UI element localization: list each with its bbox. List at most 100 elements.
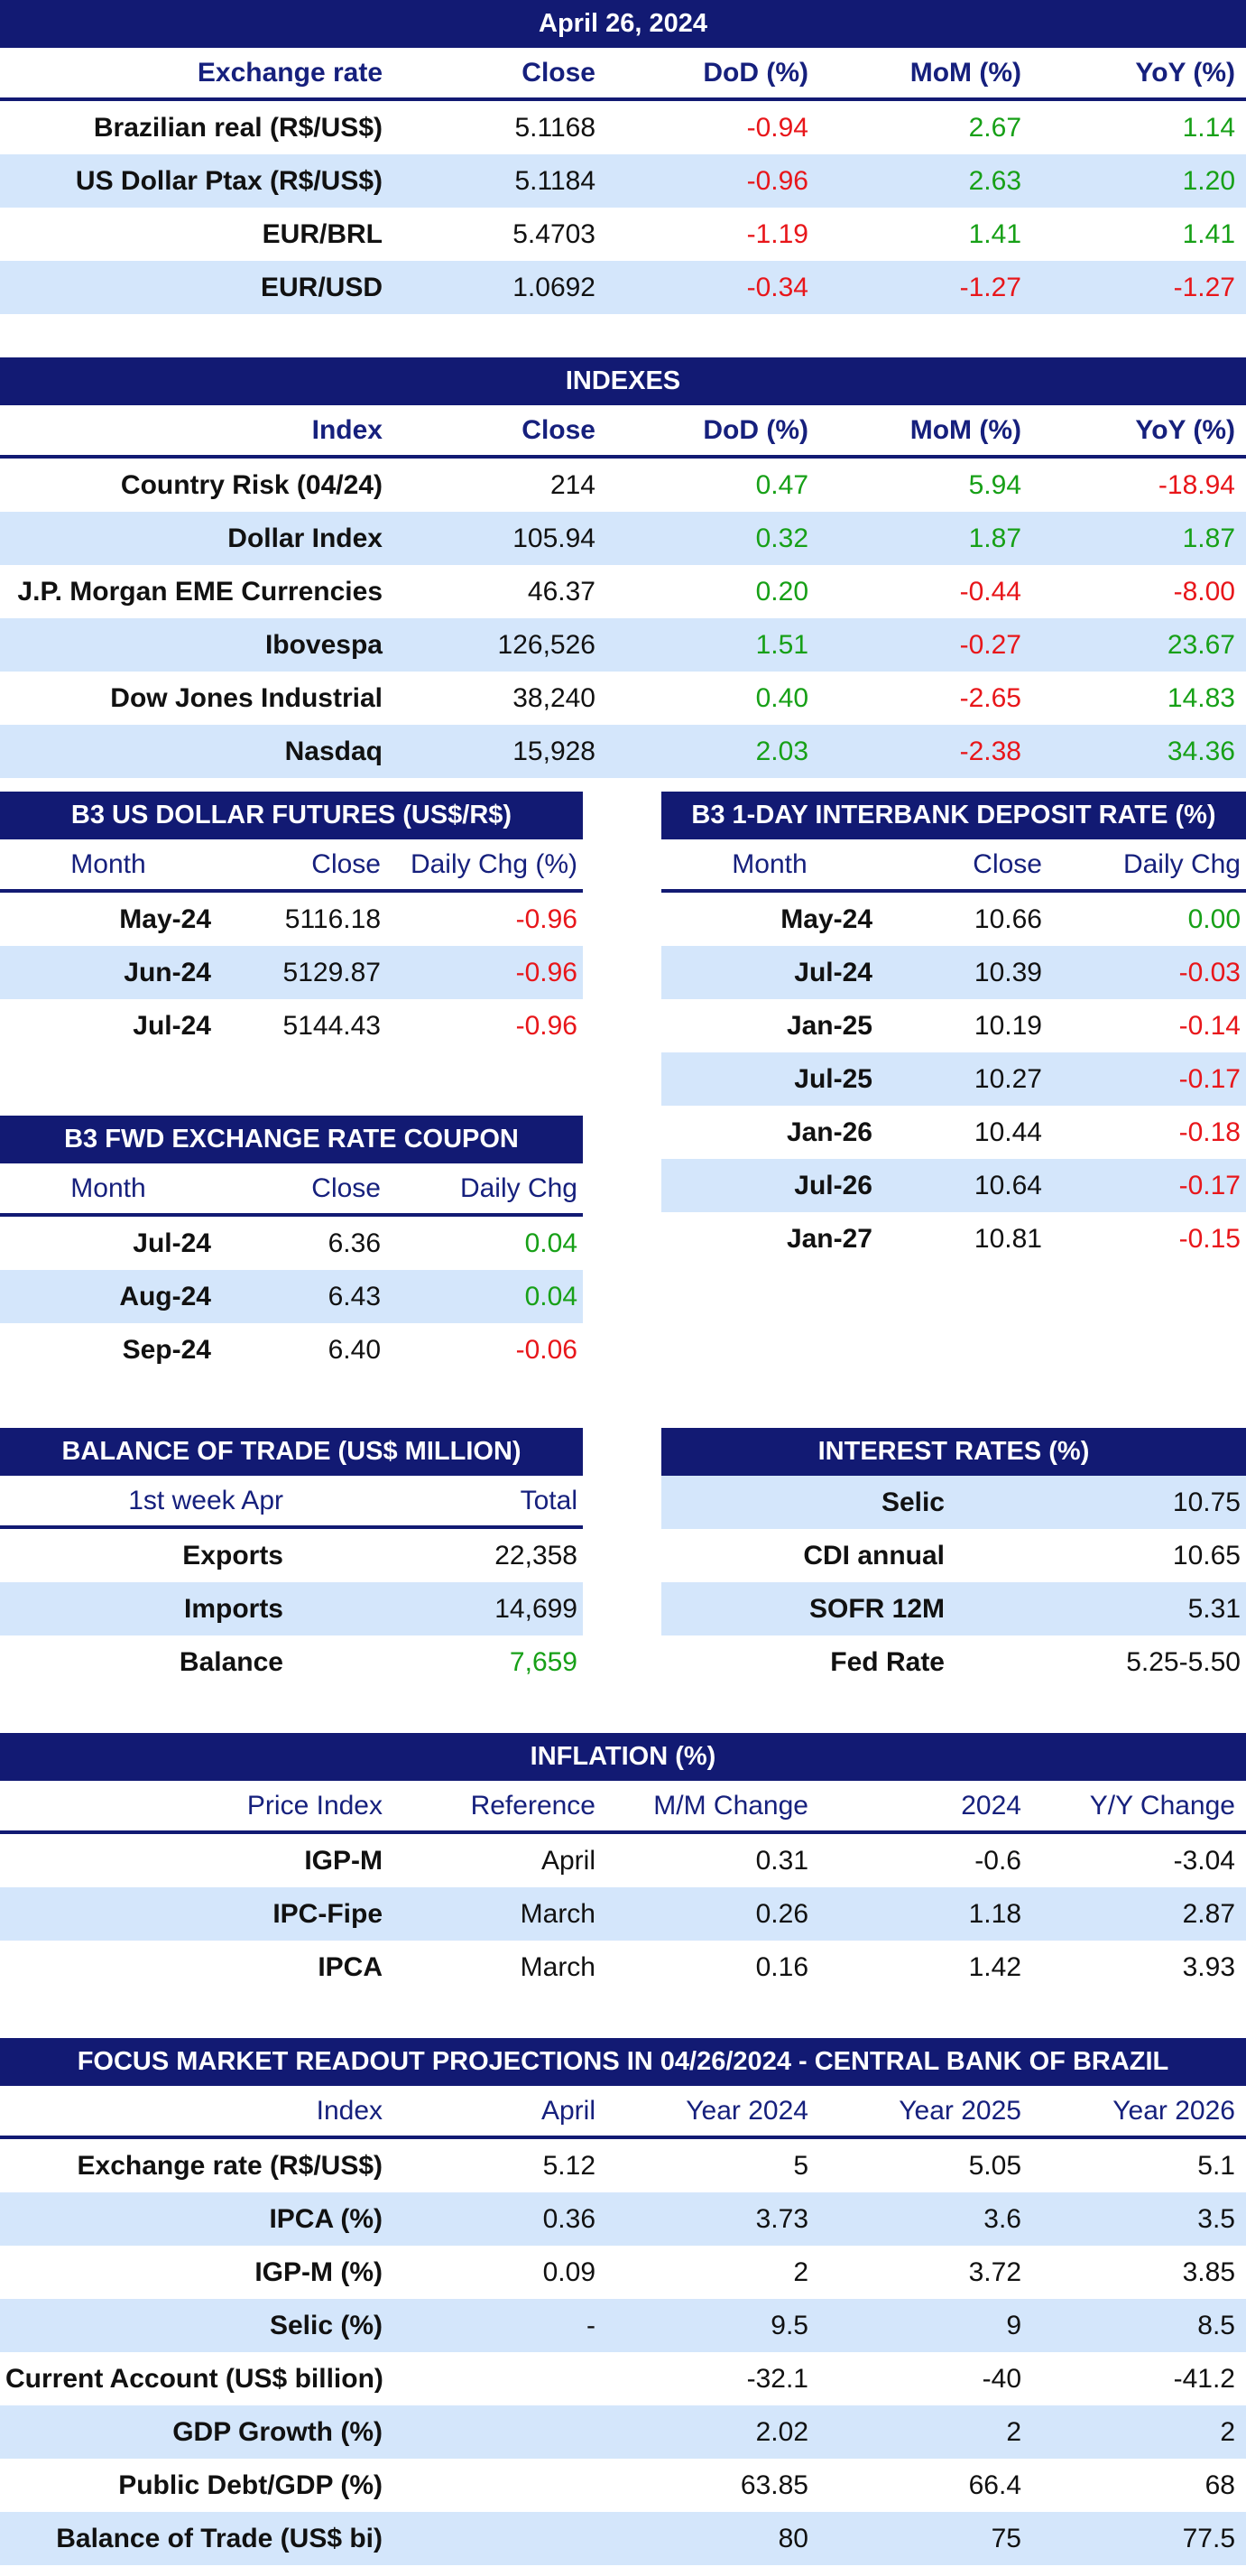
col-header-daily-chg: Daily Chg (%) [410, 848, 577, 879]
april-value: 5.12 [542, 2150, 595, 2181]
yoy-value: 1.41 [1182, 218, 1235, 249]
row-label: EUR/BRL [262, 218, 383, 249]
col-header-dod: DoD (%) [703, 57, 808, 88]
col-header-mom: MoM (%) [909, 414, 1021, 445]
table-row: Selic (%) - 9.5 9 8.5 [0, 2299, 1246, 2352]
dod-value: 2.03 [755, 736, 808, 766]
table-row: Fed Rate 5.25-5.50 [661, 1635, 1246, 1689]
di-rate-header-row: Month Close Daily Chg [661, 839, 1246, 893]
col-header-close: Close [521, 414, 595, 445]
table-row: Dollar Index 105.94 0.32 1.87 1.87 [0, 512, 1246, 565]
row-label: Brazilian real (R$/US$) [93, 112, 383, 143]
row-label: Ibovespa [264, 629, 383, 660]
table-row: Imports 14,699 [0, 1582, 583, 1635]
close-value: 5116.18 [284, 903, 381, 934]
daily-chg-value: 0.00 [1187, 903, 1241, 934]
year-2024-value: 1.18 [968, 1898, 1021, 1929]
table-row: Exchange rate (R$/US$) 5.12 5 5.05 5.1 [0, 2139, 1246, 2192]
total-value: 7,659 [509, 1646, 577, 1677]
mm-change-value: 0.16 [755, 1951, 808, 1982]
col-header-yoy: YoY (%) [1135, 57, 1235, 88]
exchange-rate-title: April 26, 2024 [0, 0, 1246, 48]
row-label: Nasdaq [284, 736, 383, 766]
col-header-total: Total [520, 1485, 577, 1515]
close-value: 214 [549, 469, 595, 500]
yoy-value: 23.67 [1167, 629, 1235, 660]
year-2024-value: 2 [793, 2256, 808, 2287]
year-2026-value: 68 [1204, 2469, 1235, 2500]
mom-value: 5.94 [968, 469, 1021, 500]
dod-value: -0.96 [746, 165, 808, 196]
close-value: 10.19 [974, 1010, 1042, 1041]
row-label: Imports [183, 1593, 283, 1624]
table-row: Jul-26 10.64 -0.17 [661, 1159, 1246, 1212]
daily-chg-value: -0.17 [1178, 1063, 1241, 1094]
month-label: Aug-24 [119, 1281, 211, 1311]
year-2024-value: 2.02 [755, 2416, 808, 2447]
year-2024-value: 5 [793, 2150, 808, 2181]
rate-value: 5.25-5.50 [1126, 1646, 1241, 1677]
reference-value: April [540, 1845, 595, 1876]
year-2026-value: 77.5 [1182, 2523, 1235, 2553]
row-label: Public Debt/GDP (%) [118, 2469, 383, 2500]
rate-value: 5.31 [1187, 1593, 1241, 1624]
table-row: Nasdaq 15,928 2.03 -2.38 34.36 [0, 725, 1246, 778]
daily-chg-value: -0.17 [1178, 1170, 1241, 1200]
row-label: Country Risk (04/24) [120, 469, 383, 500]
yoy-value: 34.36 [1167, 736, 1235, 766]
april-value: - [586, 2310, 595, 2340]
close-value: 6.43 [328, 1281, 381, 1311]
daily-chg-value: -0.06 [515, 1334, 577, 1365]
di-rate-table: B3 1-DAY INTERBANK DEPOSIT RATE (%) Mont… [661, 792, 1246, 1265]
table-row: IPCA March 0.16 1.42 3.93 [0, 1941, 1246, 1994]
row-label: IGP-M (%) [254, 2256, 383, 2287]
close-value: 10.44 [974, 1117, 1042, 1147]
close-value: 10.27 [974, 1063, 1042, 1094]
usd-futures-title: B3 US DOLLAR FUTURES (US$/R$) [0, 792, 583, 839]
interest-rates-table: INTEREST RATES (%) Selic 10.75 CDI annua… [661, 1428, 1246, 1689]
year-2025-value: 3.72 [968, 2256, 1021, 2287]
year-2025-value: -40 [982, 2363, 1021, 2394]
row-label: US Dollar Ptax (R$/US$) [75, 165, 383, 196]
inflation-table: INFLATION (%) Price Index Reference M/M … [0, 1733, 1246, 1994]
yoy-value: -1.27 [1173, 272, 1235, 302]
row-label: IPCA (%) [269, 2203, 383, 2234]
year-2025-value: 2 [1006, 2416, 1021, 2447]
mom-value: 1.87 [968, 523, 1021, 553]
month-label: Jul-26 [794, 1170, 872, 1200]
table-row: Jun-24 5129.87 -0.96 [0, 946, 583, 999]
col-header-dod: DoD (%) [703, 414, 808, 445]
col-header-yy-change: Y/Y Change [1089, 1790, 1235, 1821]
close-value: 46.37 [527, 576, 595, 607]
yy-change-value: 3.93 [1182, 1951, 1235, 1982]
month-label: May-24 [119, 903, 211, 934]
yoy-value: 1.20 [1182, 165, 1235, 196]
col-header-year-2024: Year 2024 [686, 2095, 808, 2126]
close-value: 105.94 [512, 523, 595, 553]
fwd-coupon-title: B3 FWD EXCHANGE RATE COUPON [0, 1116, 583, 1163]
indexes-title: INDEXES [0, 357, 1246, 405]
mm-change-value: 0.26 [755, 1898, 808, 1929]
year-2026-value: -41.2 [1173, 2363, 1235, 2394]
dod-value: 0.40 [755, 682, 808, 713]
year-2026-value: 3.5 [1197, 2203, 1235, 2234]
year-2025-value: 66.4 [968, 2469, 1021, 2500]
col-header-close: Close [311, 1172, 381, 1203]
year-2024-value: 63.85 [740, 2469, 808, 2500]
row-label: IPCA [318, 1951, 383, 1982]
focus-projections-table: FOCUS MARKET READOUT PROJECTIONS IN 04/2… [0, 2038, 1246, 2565]
table-row: IPCA (%) 0.36 3.73 3.6 3.5 [0, 2192, 1246, 2246]
dod-value: 0.20 [755, 576, 808, 607]
col-header-exchange-rate: Exchange rate [197, 57, 383, 88]
year-2025-value: 3.6 [983, 2203, 1021, 2234]
table-row: EUR/BRL 5.4703 -1.19 1.41 1.41 [0, 208, 1246, 261]
row-label: EUR/USD [260, 272, 383, 302]
table-row: Dow Jones Industrial 38,240 0.40 -2.65 1… [0, 672, 1246, 725]
table-row: Balance 7,659 [0, 1635, 583, 1689]
table-row: IGP-M April 0.31 -0.6 -3.04 [0, 1834, 1246, 1887]
table-row: J.P. Morgan EME Currencies 46.37 0.20 -0… [0, 565, 1246, 618]
mom-value: -0.44 [959, 576, 1021, 607]
exchange-rate-table: April 26, 2024 Exchange rate Close DoD (… [0, 0, 1246, 314]
close-value: 15,928 [512, 736, 595, 766]
col-header-2024: 2024 [961, 1790, 1021, 1821]
